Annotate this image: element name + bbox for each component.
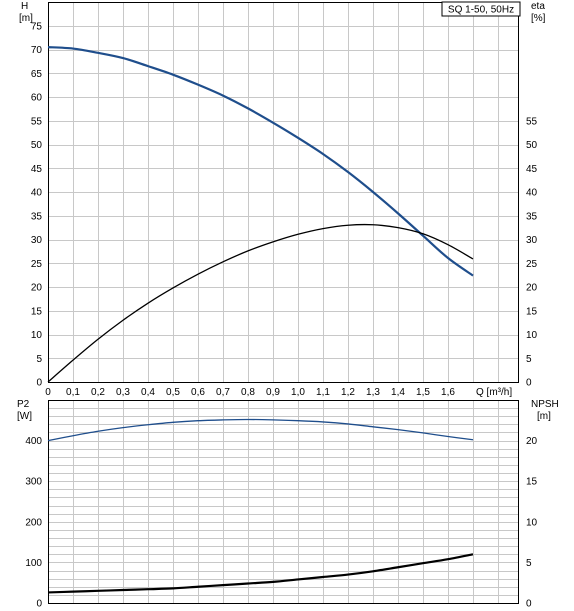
y-right-unit-eta: [%] [531,13,546,24]
y-right-tick-label: 35 [526,211,538,222]
y-left-tick-label: 45 [31,164,43,175]
x-tick-label: 0,1 [66,387,80,398]
bottom-plot-frame [48,400,519,604]
y-right-unit-npsh: [m] [537,411,551,422]
y-left-tick-label: 55 [31,116,43,127]
y-right-tick-label: 30 [526,235,538,246]
title-box [441,1,521,17]
y-left-unit-p2: [W] [17,411,32,422]
x-tick-label: 0,3 [116,387,130,398]
series [47,46,474,594]
y-left-tick-label: 300 [25,477,42,488]
y-right-tick-label: 50 [526,140,538,151]
y-left-label-h: H [21,1,28,12]
y-left-unit-h: [m] [19,13,33,24]
y-right-tick-label: 10 [526,330,538,341]
y-right-tick-label: 0 [526,599,532,610]
y-right-tick-label: 0 [526,378,532,389]
x-tick-label: 1,6 [441,387,455,398]
y-left-label-p2: P2 [17,399,30,410]
series-line-p2 [47,418,474,442]
x-tick-label: 1,0 [291,387,305,398]
y-left-tick-label: 65 [31,69,43,80]
x-tick-label: 0,4 [141,387,155,398]
y-right-tick-label: 25 [526,259,538,270]
x-tick-label: 0 [45,387,51,398]
y-left-tick-label: 30 [31,235,43,246]
y-right-tick-label: 10 [526,517,538,528]
x-tick-label: 1,5 [416,387,430,398]
y-right-tick-label: 5 [526,354,532,365]
y-left-tick-label: 40 [31,188,43,199]
plot-frames [48,2,519,604]
y-left-tick-label: 10 [31,330,43,341]
x-tick-label: 0,2 [91,387,105,398]
x-tick-label: 0,6 [191,387,205,398]
series-line-eta [47,223,474,383]
grid [48,2,518,604]
y-left-tick-label: 0 [36,599,42,610]
y-left-tick-label: 60 [31,93,43,104]
y-left-tick-label: 400 [25,436,42,447]
y-left-tick-label: 200 [25,517,42,528]
x-tick-label: 1,4 [391,387,405,398]
y-left-tick-label: 25 [31,259,43,270]
y-left-tick-label: 100 [25,558,42,569]
x-tick-label: 0,5 [166,387,180,398]
y-right-tick-label: 15 [526,477,538,488]
y-right-tick-label: 20 [526,283,538,294]
y-right-tick-label: 20 [526,436,538,447]
y-left-tick-label: 70 [31,45,43,56]
y-right-tick-label: 15 [526,306,538,317]
x-axis-label: Q [m³/h] [476,387,512,398]
y-right-tick-label: 5 [526,558,532,569]
y-right-label-npsh: NPSH [531,399,559,410]
y-left-tick-label: 5 [36,354,42,365]
y-right-label-eta: eta [531,1,545,12]
x-tick-label: 1,3 [366,387,380,398]
series-line-npsh [47,553,474,594]
x-tick-label: 0,9 [266,387,280,398]
top-plot-frame [48,2,519,383]
y-right-tick-label: 40 [526,188,538,199]
y-right-tick-label: 45 [526,164,538,175]
x-tick-label: 1,2 [341,387,355,398]
x-tick-label: 1,1 [316,387,330,398]
y-left-tick-label: 20 [31,283,43,294]
y-left-tick-label: 15 [31,306,43,317]
y-left-tick-label: 35 [31,211,43,222]
chart-title: SQ 1-50, 50Hz [448,5,514,16]
series-line-h [47,46,474,277]
y-left-tick-label: 0 [36,378,42,389]
y-right-tick-label: 55 [526,116,538,127]
x-tick-label: 0,7 [216,387,230,398]
y-left-tick-label: 75 [31,21,43,32]
tick-labels: 0 0,1 0,2 0,3 0,4 0,5 0,6 0,7 0,8 0,9 1,0 1,1 1,2 1,3… [25,21,537,609]
x-tick-label: 0,8 [241,387,255,398]
y-left-tick-label: 50 [31,140,43,151]
